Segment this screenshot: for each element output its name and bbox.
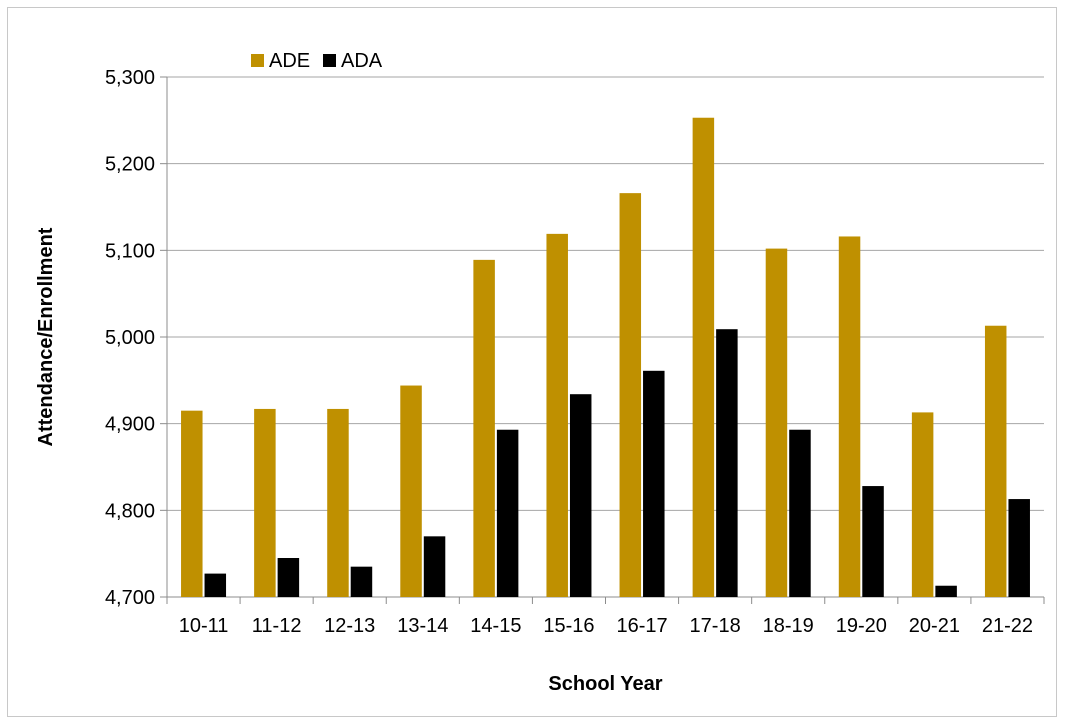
- bars: [181, 117, 1030, 597]
- bar-ada-19-20: [862, 486, 884, 597]
- legend-label-ade: ADE: [269, 50, 310, 72]
- bar-ade-14-15: [473, 259, 495, 597]
- bar-ade-16-17: [619, 193, 642, 597]
- y-tick-label: 5,000: [105, 327, 155, 349]
- bar-ada-10-11: [204, 573, 227, 597]
- x-tick-label: 13-14: [397, 615, 448, 637]
- y-tick-label: 4,700: [105, 587, 155, 609]
- x-tick-label: 20-21: [909, 615, 960, 637]
- gridlines: [167, 76, 1044, 511]
- x-tick-label: 15-16: [543, 615, 594, 637]
- y-tick-label: 5,200: [105, 154, 155, 176]
- bar-ade-19-20: [838, 236, 861, 597]
- bar-ade-15-16: [546, 233, 568, 597]
- bar-ade-18-19: [765, 248, 788, 597]
- x-tick-label: 16-17: [616, 615, 667, 637]
- y-tick-label: 5,300: [105, 67, 155, 89]
- x-tick-label: 18-19: [763, 615, 814, 637]
- bar-ada-18-19: [789, 429, 811, 597]
- x-tick-label: 10-11: [179, 615, 229, 637]
- legend: ADE ADA: [251, 50, 383, 72]
- bar-ada-12-13: [350, 566, 373, 597]
- x-axis-ticks: 10-11 11-12 12-13 13-14 14-15 15-16 16-17 17-18…: [179, 615, 1033, 637]
- x-tick-label: 19-20: [836, 615, 887, 637]
- x-tick-label: 12-13: [324, 615, 375, 637]
- bar-ada-20-21: [935, 585, 957, 597]
- x-tick-label: 14-15: [470, 615, 521, 637]
- legend-swatch-ada: [323, 54, 336, 67]
- y-axis-ticks: 4,700 4,800 4,900 5,000 5,100 5,200 5,300: [105, 67, 155, 609]
- bar-ade-20-21: [911, 412, 934, 597]
- bar-ade-10-11: [181, 410, 203, 597]
- legend-label-ada: ADA: [341, 50, 383, 72]
- bar-ade-17-18: [692, 117, 715, 597]
- bar-chart: 4,700 4,800 4,900 5,000 5,100 5,200 5,300 10-1…: [35, 50, 1045, 695]
- bar-ada-16-17: [643, 370, 665, 597]
- bar-ada-15-16: [569, 394, 592, 597]
- x-tick-label: 21-22: [982, 615, 1033, 637]
- x-axis-title: School Year: [548, 673, 662, 695]
- bar-ada-14-15: [496, 429, 519, 597]
- bar-ada-17-18: [716, 329, 738, 597]
- bar-ade-12-13: [327, 408, 349, 597]
- legend-swatch-ade: [251, 54, 264, 67]
- x-tick-label: 11-12: [252, 615, 302, 637]
- axes: [160, 76, 1045, 604]
- bar-ada-13-14: [423, 536, 446, 597]
- y-tick-label: 4,900: [105, 414, 155, 436]
- y-axis-title: Attendance/Enrollment: [35, 227, 57, 446]
- chart-frame: 4,700 4,800 4,900 5,000 5,100 5,200 5,300 10-1…: [7, 7, 1057, 717]
- bar-ade-11-12: [254, 408, 276, 597]
- y-tick-label: 5,100: [105, 240, 155, 262]
- x-tick-label: 17-18: [690, 615, 741, 637]
- bar-ade-21-22: [984, 325, 1007, 597]
- bar-ade-13-14: [400, 385, 422, 597]
- bar-ada-21-22: [1008, 499, 1030, 597]
- bar-ada-11-12: [277, 558, 300, 597]
- y-tick-label: 4,800: [105, 500, 155, 522]
